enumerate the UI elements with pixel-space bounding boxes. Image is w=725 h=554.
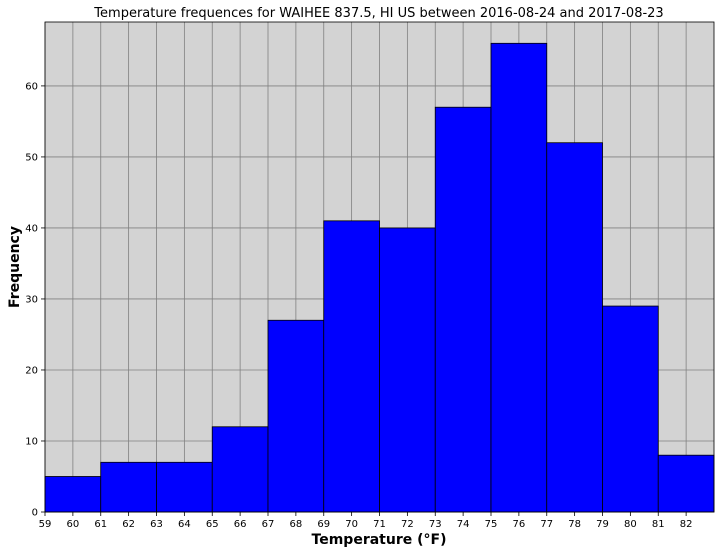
x-tick-label: 78 [568, 519, 581, 530]
x-tick-label: 68 [290, 519, 303, 530]
x-axis-label: Temperature (°F) [312, 532, 447, 548]
x-tick-label: 73 [429, 519, 442, 530]
x-tick-label: 71 [373, 519, 386, 530]
x-tick-label: 59 [39, 519, 52, 530]
histogram-bar [267, 319, 325, 513]
histogram-bar [657, 454, 715, 513]
x-tick-label: 64 [178, 519, 191, 530]
histogram-bar [211, 426, 269, 513]
histogram-bar [490, 42, 548, 513]
x-tick-label: 69 [317, 519, 330, 530]
x-tick-label: 77 [540, 519, 553, 530]
bars [44, 42, 715, 513]
x-tick-label: 74 [457, 519, 470, 530]
y-tick-label: 0 [32, 508, 38, 519]
x-tick-label: 72 [401, 519, 414, 530]
y-tick-label: 20 [25, 365, 38, 376]
x-tick-label: 62 [122, 519, 135, 530]
x-tick-label: 60 [67, 519, 80, 530]
x-tick-label: 81 [652, 519, 665, 530]
histogram-bar [100, 461, 157, 513]
y-tick-label: 30 [25, 294, 38, 305]
x-tick-label: 80 [624, 519, 637, 530]
chart-title: Temperature frequences for WAIHEE 837.5,… [93, 6, 663, 21]
x-tick-label: 79 [596, 519, 609, 530]
histogram-bar [156, 461, 213, 513]
y-tick-label: 40 [25, 223, 38, 234]
histogram-bar [379, 227, 436, 513]
x-tick-label: 75 [485, 519, 498, 530]
x-tick-label: 61 [94, 519, 107, 530]
y-tick-label: 10 [25, 436, 38, 447]
x-tick-label: 67 [262, 519, 275, 530]
histogram-bar [602, 305, 659, 513]
y-tick-label: 60 [25, 81, 38, 92]
y-axis-label: Frequency [7, 226, 23, 308]
x-tick-label: 66 [234, 519, 247, 530]
histogram-bar [44, 476, 102, 513]
histogram-bar [323, 220, 380, 513]
y-axis-ticks: 0 10 20 30 40 50 60 [25, 81, 45, 519]
x-tick-label: 82 [680, 519, 693, 530]
y-tick-label: 50 [25, 152, 38, 163]
x-axis-ticks: 59 60 61 62 63 64 65 66 67 68 69 70 71 72 73 74 75 76 77 78… [39, 512, 693, 530]
histogram-bar [546, 142, 603, 513]
x-tick-label: 70 [345, 519, 358, 530]
histogram-bar [434, 106, 492, 513]
x-tick-label: 63 [150, 519, 163, 530]
x-tick-label: 65 [206, 519, 219, 530]
x-tick-label: 76 [513, 519, 526, 530]
